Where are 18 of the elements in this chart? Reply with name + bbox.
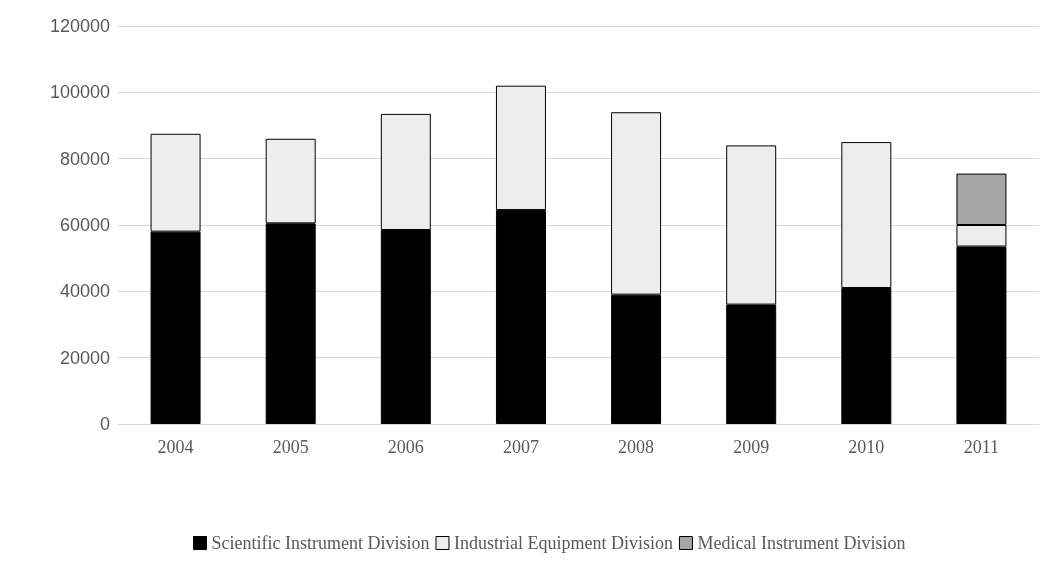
x-tick-label: 2005 xyxy=(272,437,309,457)
legend-label: Medical Instrument Division xyxy=(697,533,906,553)
x-tick-label: 2009 xyxy=(733,437,770,457)
y-tick-label: 0 xyxy=(99,414,110,434)
y-tick-label: 60000 xyxy=(59,215,110,235)
y-tick-label: 120000 xyxy=(49,16,110,36)
x-tick-label: 2008 xyxy=(618,437,655,457)
legend-label: Scientific Instrument Division xyxy=(211,533,430,553)
x-tick-label: 2010 xyxy=(848,437,885,457)
x-tick-label: 2004 xyxy=(157,437,194,457)
y-tick-label: 80000 xyxy=(59,148,110,169)
y-tick-label: 100000 xyxy=(49,82,110,103)
x-tick-label: 2011 xyxy=(963,437,1000,457)
x-tick-label: 2006 xyxy=(387,437,424,457)
y-tick-label: 20000 xyxy=(59,347,110,368)
y-tick-label: 40000 xyxy=(59,281,110,302)
x-tick-label: 2007 xyxy=(502,437,539,457)
legend-label: Industrial Equipment Division xyxy=(453,533,673,553)
